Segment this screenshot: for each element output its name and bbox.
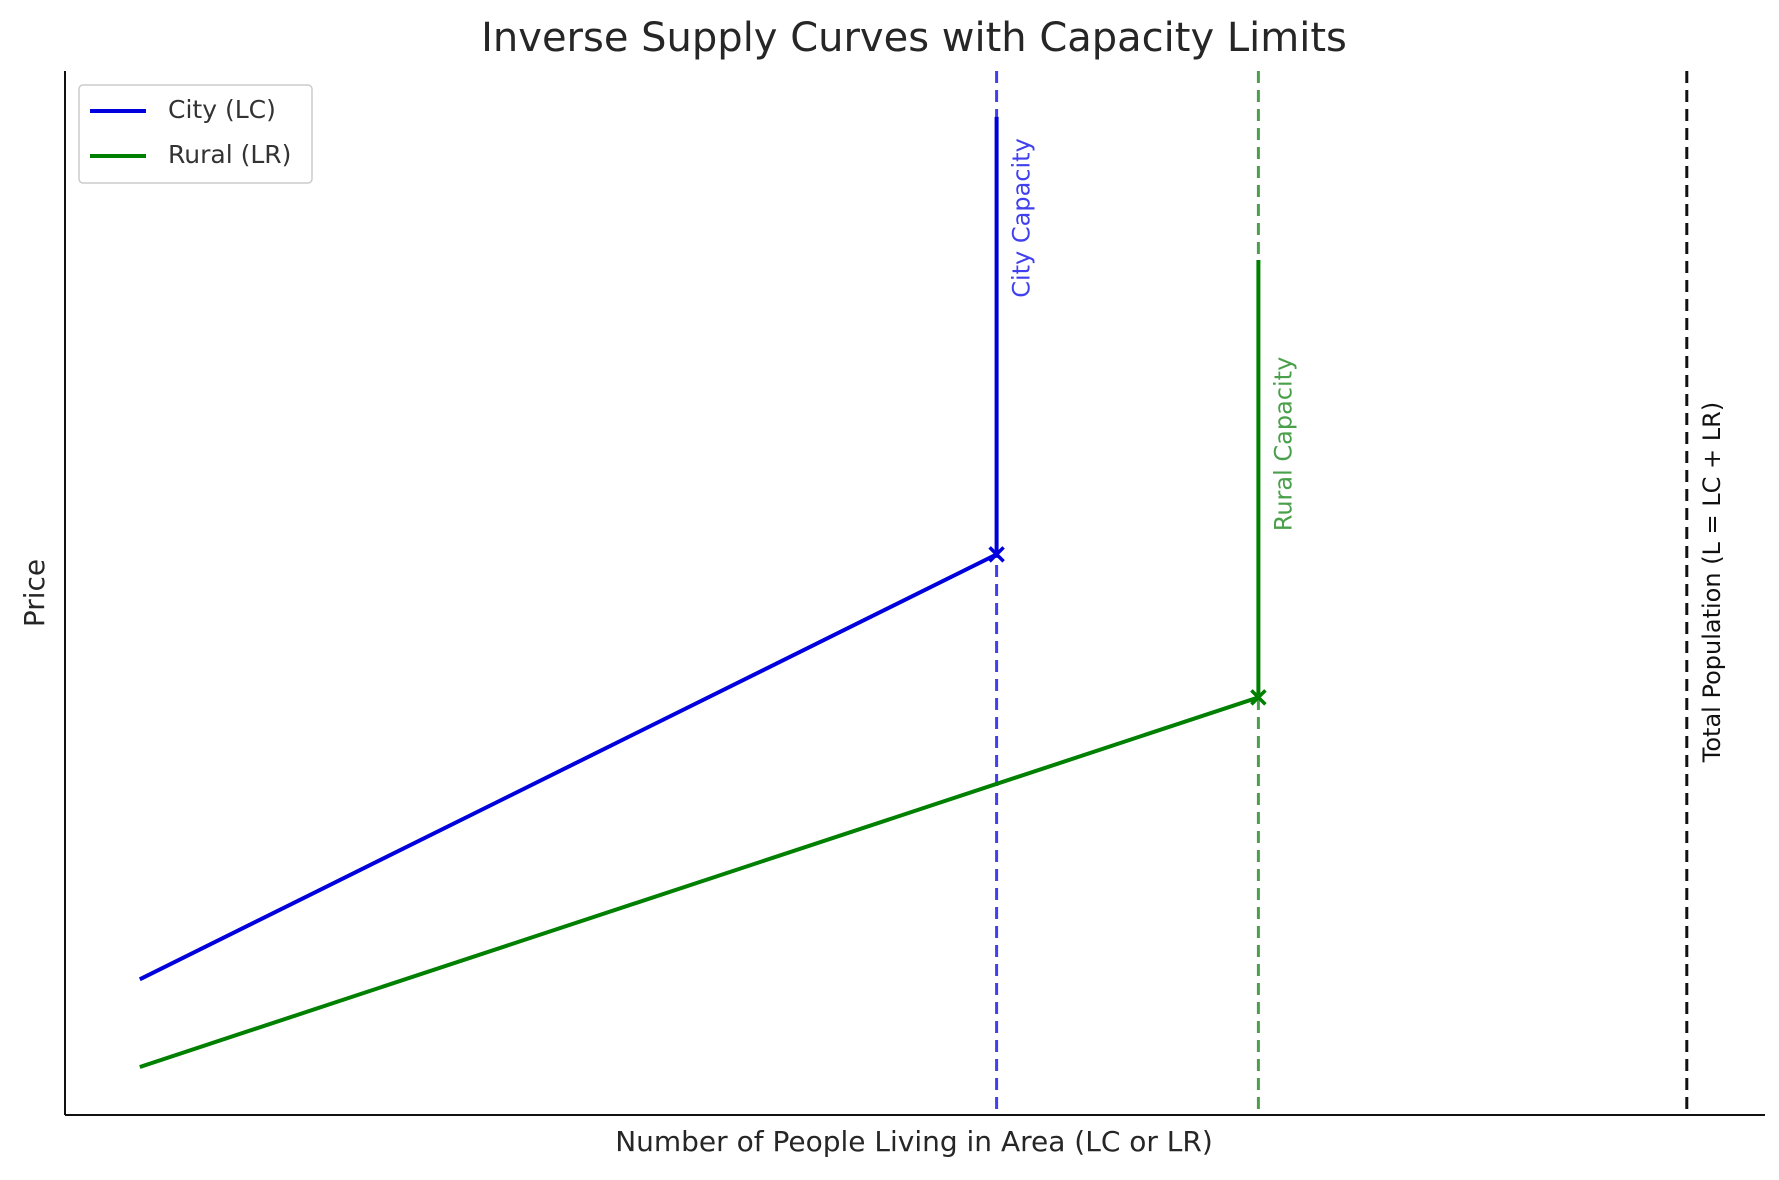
legend-label: Rural (LR)	[168, 140, 291, 169]
reference-label: City Capacity	[1008, 138, 1036, 298]
reference-label: Total Population (L = LC + LR)	[1698, 402, 1726, 763]
legend-label: City (LC)	[168, 95, 276, 124]
series-line	[138, 116, 999, 982]
chart-title: Inverse Supply Curves with Capacity Limi…	[481, 15, 1347, 61]
y-axis-label: Price	[18, 559, 51, 627]
capacity-marker	[988, 546, 1005, 563]
x-axis-label: Number of People Living in Area (LC or L…	[615, 1125, 1213, 1158]
reference-label: Rural Capacity	[1269, 357, 1297, 532]
capacity-marker	[1250, 689, 1267, 706]
series-line	[139, 259, 1261, 1069]
